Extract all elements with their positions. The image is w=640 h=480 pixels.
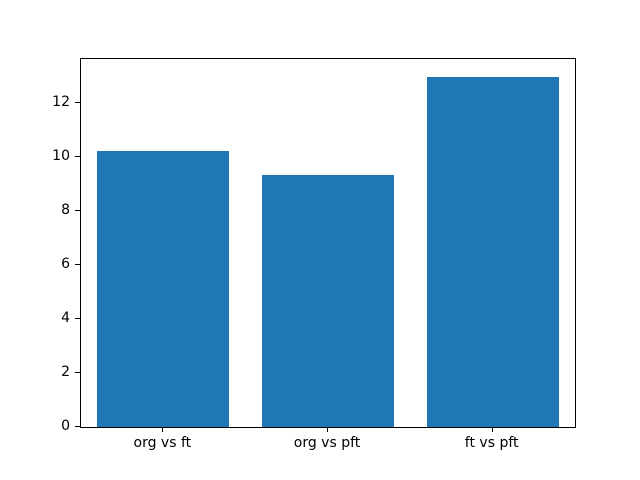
- x-tick-mark: [327, 427, 328, 432]
- bar-org-vs-pft: [262, 174, 394, 427]
- y-tick-label: 4: [61, 310, 70, 327]
- x-tick-mark: [162, 427, 164, 432]
- y-tick-mark: [75, 264, 80, 266]
- y-tick-mark: [75, 102, 80, 104]
- y-tick-mark: [75, 426, 80, 427]
- y-tick-label: 2: [61, 364, 70, 381]
- y-tick-mark: [75, 318, 80, 320]
- x-tick-label: org vs pft: [293, 435, 361, 451]
- bar-org-vs-ft: [97, 150, 230, 427]
- y-tick-label: 8: [61, 202, 70, 219]
- bar-ft-vs-pft: [426, 76, 559, 427]
- y-tick-mark: [75, 156, 80, 158]
- y-tick-label: 0: [61, 418, 70, 434]
- x-tick-label: ft vs pft: [464, 435, 519, 451]
- y-tick-label: 12: [52, 94, 70, 111]
- x-tick-mark: [491, 427, 493, 432]
- y-tick-label: 10: [52, 148, 70, 165]
- x-tick-label: org vs ft: [133, 435, 192, 451]
- y-tick-label: 6: [61, 256, 70, 273]
- y-tick-mark: [75, 210, 80, 212]
- plot-area: [80, 58, 576, 428]
- y-tick-mark: [75, 372, 80, 374]
